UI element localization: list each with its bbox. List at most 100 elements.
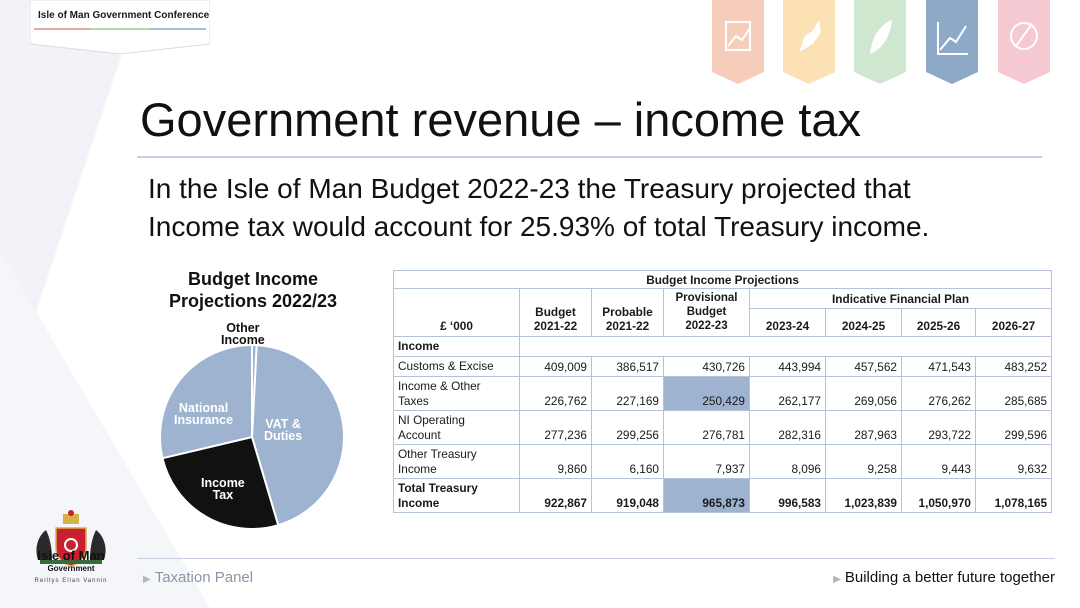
group-header-financial-plan: Indicative Financial Plan (748, 288, 1053, 309)
table-cell: 293,722 (901, 410, 976, 445)
table-cell: 409,009 (519, 356, 592, 377)
table-cell: 9,443 (901, 444, 976, 479)
logo-text-manx: Reiltys Ellan Vannin (34, 578, 108, 584)
pie-chart-title-line-1: Budget Income (187, 269, 318, 289)
pie-label-ni-line-2: Insurance (174, 413, 234, 427)
row-label-line: Income (398, 461, 437, 476)
pie-label-tax-line-1: Income (201, 476, 245, 490)
intro-text: In the Isle of Man Budget 2022-23 the Tr… (148, 170, 929, 246)
conference-badge (30, 0, 210, 54)
table-cell: 299,596 (974, 410, 1053, 445)
table-row-total: Total Treasury Income 922,867 919,048 965,87… (393, 478, 1053, 513)
table-cell: 9,860 (519, 444, 592, 479)
pie-label-vat-duties: VAT & Duties (264, 417, 302, 443)
pie-chart-title-line-2: Projections 2022/23 (168, 291, 338, 311)
pie-label-tax-line-2: Tax (212, 488, 234, 502)
pie-slice-other-income (251, 343, 258, 438)
table-cell: 457,562 (825, 356, 902, 377)
table-cell: 965,873 (663, 478, 750, 513)
section-spacer (518, 336, 1053, 357)
table-cell: 276,781 (663, 410, 750, 445)
table-body: Customs & Excise 409,009 386,517 430,726 443… (393, 356, 1053, 513)
footer-left-text: Taxation Panel (154, 569, 254, 586)
table-cell: 285,685 (974, 376, 1053, 411)
table-cell: 287,963 (825, 410, 902, 445)
col-header-text: 2021-22 (533, 319, 578, 333)
row-label: Other Treasury Income (393, 444, 520, 479)
table-row: Income & Other Taxes 226,762 227,169 250,429… (393, 376, 1053, 411)
table-cell: 386,517 (591, 356, 664, 377)
chevron-right-icon: ▶ (143, 574, 151, 585)
row-label-line: Income & Other (398, 378, 481, 393)
row-label: Customs & Excise (393, 356, 520, 377)
col-header-probable-2021-22: Probable 2021-22 (591, 288, 664, 337)
table-cell: 1,023,839 (825, 478, 902, 513)
globe-icon (998, 0, 1050, 84)
table-cell: 282,316 (749, 410, 826, 445)
table-cell: 276,262 (901, 376, 976, 411)
table-cell: 7,937 (663, 444, 750, 479)
unit-header: £ ‘000 (393, 288, 520, 337)
table-cell: 919,048 (591, 478, 664, 513)
table-cell: 483,252 (974, 356, 1053, 377)
chart-icon (712, 0, 764, 84)
logo-text-isle-of-man: Isle of Man (37, 548, 105, 563)
table-cell: 226,762 (519, 376, 592, 411)
table-cell: 1,078,165 (974, 478, 1053, 513)
footer-right: ▶ Building a better future together (833, 569, 1055, 586)
table-cell: 9,632 (974, 444, 1053, 479)
col-header-text: 2022-23 (685, 320, 728, 332)
col-header-budget-2021-22: Budget 2021-22 (519, 288, 592, 337)
title-divider (137, 156, 1042, 158)
row-label: Total Treasury Income (393, 478, 520, 513)
table-cell: 8,096 (749, 444, 826, 479)
table-cell: 1,050,970 (901, 478, 976, 513)
table-cell: 471,543 (901, 356, 976, 377)
logo-text-government: Government (47, 564, 95, 573)
footer-left: ▶ Taxation Panel (143, 569, 253, 586)
pie-slice-income-tax (161, 435, 280, 530)
page-title: Government revenue – income tax (140, 93, 862, 146)
col-header-2023-24: 2023-24 (749, 308, 826, 337)
col-header-2024-25: 2024-25 (825, 308, 902, 337)
footer-right-text: Building a better future together (844, 569, 1055, 586)
table-row: Other Treasury Income 9,860 6,160 7,937 8,096… (393, 444, 1053, 479)
leaf-icon (854, 0, 906, 84)
island-icon (783, 0, 835, 84)
table-row: NI Operating Account 277,236 299,256 276,781… (393, 410, 1053, 445)
pie-label-other-line-2: Income (221, 333, 265, 347)
footer-divider (137, 558, 1055, 559)
conference-badge-text: Isle of Man Government Conference (38, 10, 210, 21)
table-title: Budget Income Projections (392, 270, 1053, 289)
row-label-line: Account (398, 427, 441, 442)
pie-chart (159, 343, 345, 530)
table-cell: 277,236 (519, 410, 592, 445)
col-header-provisional-2022-23: Provisional Budget 2022-23 (663, 288, 750, 337)
col-header-text: 2021-22 (605, 319, 650, 333)
table-cell: 269,056 (825, 376, 902, 411)
table-cell: 9,258 (825, 444, 902, 479)
intro-line-1: In the Isle of Man Budget 2022-23 the Tr… (148, 173, 911, 204)
table-cell: 227,169 (591, 376, 664, 411)
row-label: NI Operating Account (393, 410, 520, 445)
pie-label-vat-line-1: VAT & (265, 417, 301, 431)
col-header-text: Provisional (675, 292, 738, 304)
chevron-right-icon: ▶ (833, 574, 841, 585)
table-cell: 262,177 (749, 376, 826, 411)
pie-label-other-income: Other Income (221, 321, 265, 347)
row-label: Income & Other Taxes (393, 376, 520, 411)
table-cell: 430,726 (663, 356, 750, 377)
section-label-income: Income (393, 336, 520, 357)
table-cell: 250,429 (663, 376, 750, 411)
pie-label-other-line-1: Other (226, 321, 260, 335)
row-label-line: Other Treasury (398, 446, 477, 461)
budget-income-projections-table: Budget Income Projections £ ‘000 Budget … (392, 270, 1053, 513)
col-header-2026-27: 2026-27 (974, 308, 1053, 337)
pie-label-national-insurance: National Insurance (174, 401, 234, 427)
table-cell: 443,994 (749, 356, 826, 377)
pie-slice-national-insurance (159, 343, 253, 460)
col-header-text: Probable (602, 305, 653, 319)
pie-label-ni-line-1: National (178, 401, 229, 415)
row-label-line: Taxes (398, 393, 429, 408)
